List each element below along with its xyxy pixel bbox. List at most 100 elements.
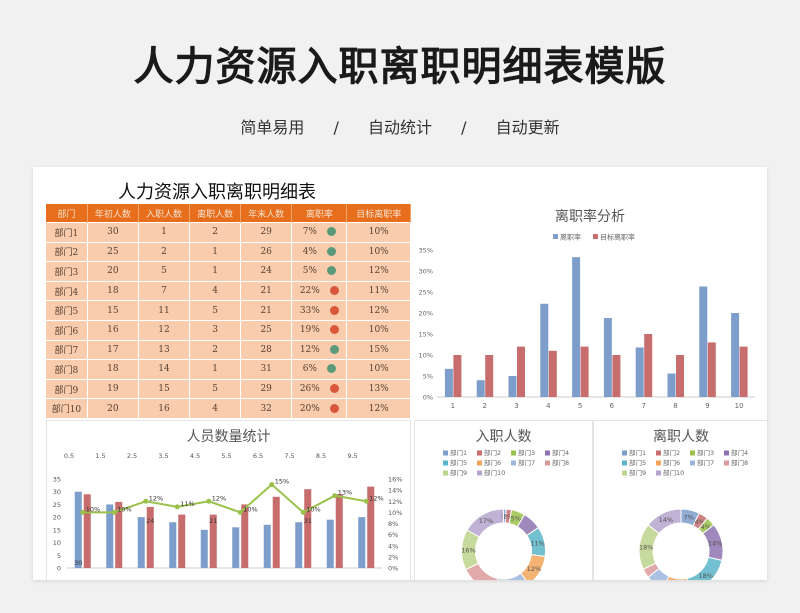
legend-label: 离职率 bbox=[560, 233, 581, 242]
line-data-label: 15% bbox=[275, 478, 289, 486]
legend-label: 部门1 bbox=[629, 448, 646, 457]
cell-value: 5 bbox=[212, 384, 218, 395]
cell-value: 1 bbox=[212, 266, 218, 277]
bar-data-label: 31 bbox=[304, 517, 312, 525]
bar-start-headcount bbox=[232, 527, 240, 568]
cell-value: 部门9 bbox=[54, 385, 79, 396]
y-tick-label: 20% bbox=[419, 310, 433, 318]
line-data-label: 10% bbox=[86, 505, 100, 513]
legend-label: 部门3 bbox=[697, 448, 714, 457]
bar-turnover bbox=[667, 373, 676, 397]
table-cell: 12% bbox=[291, 339, 348, 360]
table-cell: 7% bbox=[291, 222, 348, 243]
table-cell: 部门9 bbox=[46, 378, 88, 399]
table-cell: 20 bbox=[87, 398, 139, 418]
table-cell: 18 bbox=[87, 280, 139, 301]
legend-swatch bbox=[656, 470, 661, 476]
bar-target bbox=[517, 346, 525, 397]
y2-tick-label: 6% bbox=[388, 531, 398, 539]
table-cell: 部门5 bbox=[46, 300, 88, 321]
line-point bbox=[269, 482, 275, 488]
slice-label: 14% bbox=[659, 516, 673, 524]
slice-label: 2% bbox=[503, 513, 513, 521]
table-cell: 10% bbox=[346, 222, 411, 243]
line-point bbox=[143, 498, 149, 504]
cell-value: 26 bbox=[260, 246, 272, 257]
table-cell: 1 bbox=[189, 261, 242, 282]
cell-value: 17 bbox=[107, 344, 119, 355]
y-tick-label: 20 bbox=[53, 514, 61, 522]
cell-value: 33% bbox=[299, 305, 320, 316]
status-indicator-icon bbox=[329, 286, 339, 296]
legend-label: 部门6 bbox=[663, 458, 680, 467]
legend-label: 部门7 bbox=[697, 458, 714, 467]
table-cell: 21 bbox=[240, 300, 293, 321]
table-cell: 15 bbox=[87, 300, 139, 321]
table-cell: 13 bbox=[138, 339, 191, 360]
hires-chart-panel: 入职人数 部门1 部门2 部门3 部门4 部门5 部门6 部门7 部门8 部门9 部门10 1% 2%… bbox=[414, 420, 593, 580]
table-cell: 1 bbox=[189, 359, 242, 380]
tag-separator: / bbox=[333, 118, 339, 137]
cell-value: 1 bbox=[212, 246, 218, 257]
top-tick-label: 9.5 bbox=[347, 452, 357, 460]
cell-value: 1 bbox=[212, 364, 218, 375]
legend-label: 部门9 bbox=[629, 468, 646, 477]
line-point bbox=[111, 509, 117, 515]
legend-label: 部门8 bbox=[731, 458, 748, 467]
donut-slice bbox=[519, 554, 546, 580]
legend-label: 部门7 bbox=[518, 458, 535, 467]
x-tick-label: 7 bbox=[641, 402, 645, 410]
table-cell: 5% bbox=[291, 261, 348, 282]
bar-start-headcount bbox=[106, 504, 114, 568]
legend-label: 部门4 bbox=[552, 448, 569, 457]
table-cell: 部门10 bbox=[46, 398, 88, 418]
bar-start-headcount bbox=[74, 491, 82, 568]
cell-value: 20% bbox=[299, 403, 320, 414]
cell-value: 25 bbox=[260, 325, 272, 336]
top-tick-label: 6.5 bbox=[253, 452, 263, 460]
y-tick-label: 25% bbox=[419, 289, 433, 297]
line-data-label: 10% bbox=[117, 505, 131, 513]
x-tick-label: 1 bbox=[451, 402, 455, 410]
legend-swatch bbox=[477, 470, 482, 476]
bar-end-headcount bbox=[178, 514, 186, 568]
bar-turnover bbox=[540, 303, 549, 397]
bar-start-headcount bbox=[358, 517, 366, 568]
y2-tick-label: 16% bbox=[388, 476, 402, 484]
y-tick-label: 35% bbox=[419, 247, 433, 255]
leavers-chart-panel: 离职人数 部门1 部门2 部门3 部门4 部门5 部门6 部门7 部门8 部门9 部门10 7% 4%… bbox=[593, 420, 767, 580]
cell-value: 31 bbox=[260, 364, 272, 375]
headcount-chart-title: 人员数量统计 bbox=[186, 429, 271, 445]
top-tick-label: 3.5 bbox=[158, 452, 168, 460]
hires-chart-title: 入职人数 bbox=[475, 429, 532, 445]
legend-swatch bbox=[656, 460, 661, 466]
table-cell: 5 bbox=[138, 261, 191, 282]
legend-label: 部门2 bbox=[663, 448, 680, 457]
table-cell: 部门2 bbox=[46, 241, 88, 262]
cell-value: 4 bbox=[212, 403, 218, 414]
slice-label: 18% bbox=[699, 572, 713, 580]
bar-end-headcount bbox=[272, 496, 280, 568]
status-indicator-icon bbox=[326, 364, 336, 374]
cell-value: 15% bbox=[368, 344, 389, 355]
line-point bbox=[174, 504, 180, 510]
table-row: 部门3 20 5 1 24 5% 12% bbox=[46, 261, 411, 282]
legend-label: 部门10 bbox=[484, 468, 505, 477]
bar-target bbox=[612, 355, 621, 397]
y-tick-label: 5% bbox=[423, 373, 433, 381]
cell-value: 部门3 bbox=[54, 267, 79, 278]
legend-label: 目标离职率 bbox=[600, 233, 635, 242]
spreadsheet-preview: 人力资源入职离职明细表 部门 年初人数 入职人数 离职人数 年末人数 离职率 目标离职率 部… bbox=[33, 167, 767, 580]
x-tick-label: 6 bbox=[610, 402, 615, 410]
cell-value: 部门8 bbox=[54, 365, 79, 376]
table-row: 部门7 17 13 2 28 12% 15% bbox=[46, 339, 411, 360]
table-cell: 12% bbox=[346, 261, 411, 282]
legend-label: 部门3 bbox=[518, 448, 535, 457]
cell-value: 12% bbox=[368, 266, 389, 277]
table-header-row: 部门 年初人数 入职人数 离职人数 年末人数 离职率 目标离职率 bbox=[46, 204, 411, 223]
y2-tick-label: 2% bbox=[388, 553, 398, 561]
table-cell: 13% bbox=[346, 378, 411, 399]
y2-tick-label: 14% bbox=[388, 487, 402, 495]
bar-end-headcount bbox=[367, 486, 375, 568]
cell-value: 12 bbox=[158, 325, 170, 336]
